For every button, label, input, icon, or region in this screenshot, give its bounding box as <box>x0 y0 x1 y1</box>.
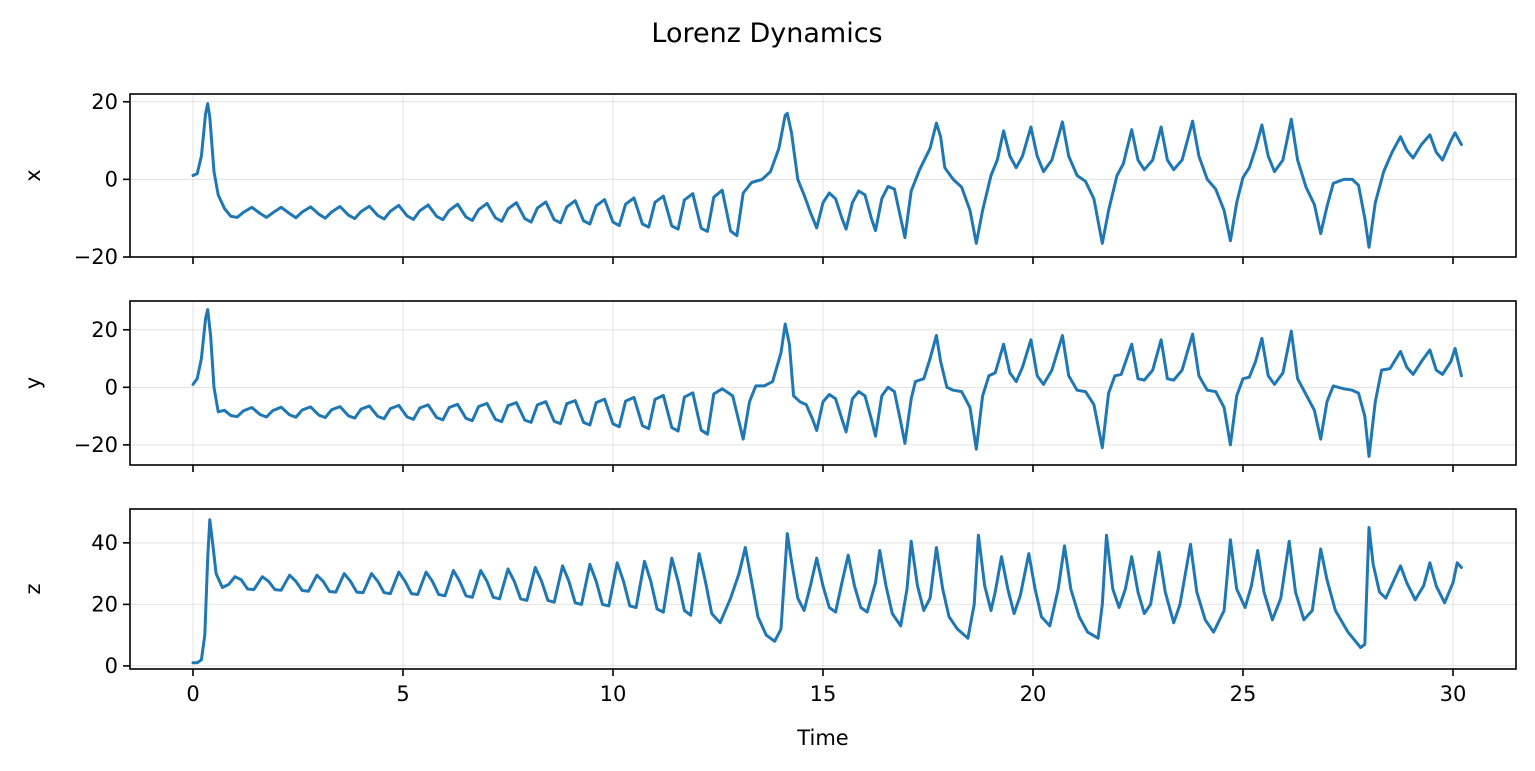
y-axis-label: z <box>21 583 45 594</box>
figure-title: Lorenz Dynamics <box>651 18 882 49</box>
y-axis-label: y <box>21 377 45 389</box>
y-tick-label: 0 <box>105 167 118 191</box>
x-tick-label: 25 <box>1230 682 1257 706</box>
x-tick-label: 5 <box>396 682 409 706</box>
subplot-panels: −20 0 20 x −20 0 20 y 0 5 10 15 20 25 30 0 20 40 z Time <box>21 90 1517 750</box>
y-tick-label: −20 <box>74 245 118 269</box>
x-axis-label: Time <box>796 726 848 750</box>
x-tick-label: 15 <box>810 682 837 706</box>
y-tick-label: 20 <box>91 90 118 114</box>
subplot-x: −20 0 20 x <box>21 90 1517 269</box>
series-line-y <box>191 308 1463 458</box>
subplot-z: 0 5 10 15 20 25 30 0 20 40 z Time <box>21 508 1517 750</box>
x-tick-label: 0 <box>186 682 199 706</box>
y-tick-label: 20 <box>91 592 118 616</box>
x-tick-label: 10 <box>600 682 627 706</box>
series-line-z <box>191 518 1463 665</box>
y-tick-label: 20 <box>91 318 118 342</box>
y-tick-label: 0 <box>105 654 118 678</box>
subplot-y: −20 0 20 y <box>21 300 1517 472</box>
y-axis-label: x <box>21 169 45 181</box>
x-tick-label: 20 <box>1020 682 1047 706</box>
series-line-x <box>191 102 1463 249</box>
y-tick-label: 40 <box>91 531 118 555</box>
y-tick-label: 0 <box>105 375 118 399</box>
x-tick-label: 30 <box>1440 682 1467 706</box>
y-tick-label: −20 <box>74 433 118 457</box>
